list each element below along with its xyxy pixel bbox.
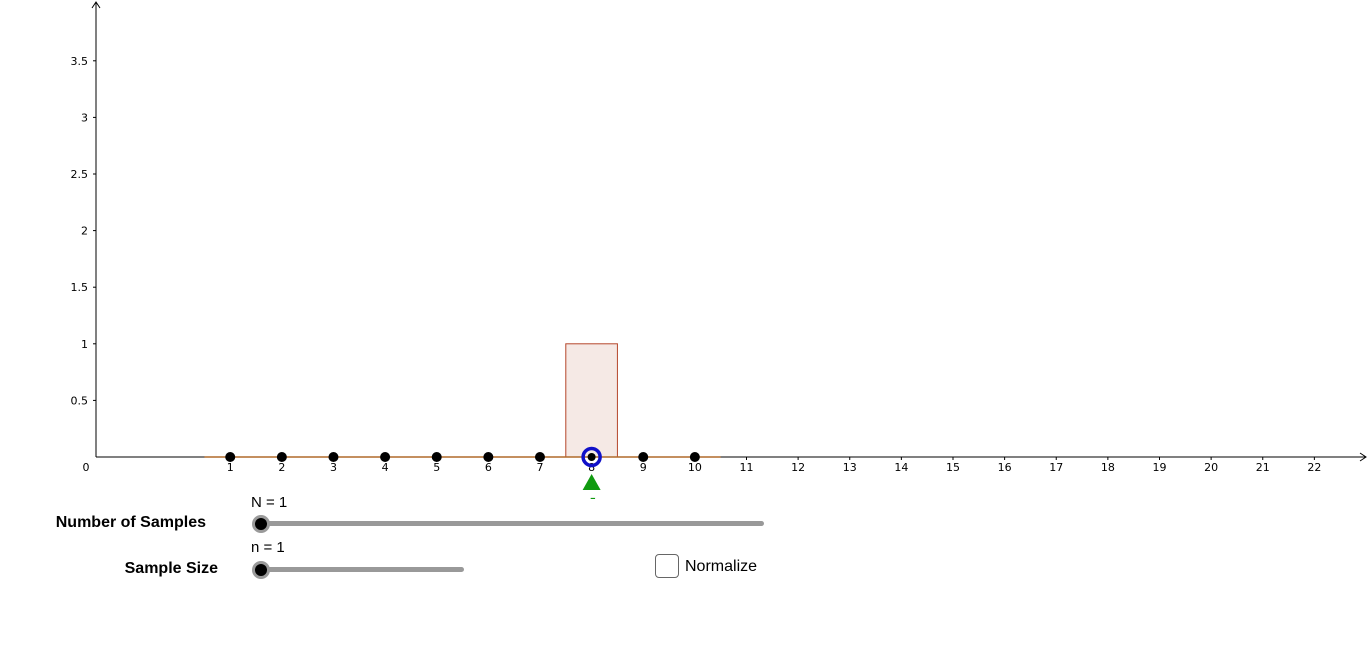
y-tick-label: 1 [81, 338, 88, 351]
x-tick-label: 18 [1101, 461, 1115, 474]
mean-marker[interactable]: x̄ [582, 474, 601, 500]
x-tick-label: 15 [946, 461, 960, 474]
y-axis-arrow [91, 1, 101, 9]
current-sample-point [587, 453, 596, 461]
x-tick-label: 16 [998, 461, 1012, 474]
sample-point [689, 452, 700, 462]
sample-point [380, 452, 391, 462]
x-tick-label: 19 [1152, 461, 1166, 474]
x-tick-label: 10 [688, 461, 702, 474]
x-tick-label: 5 [433, 461, 440, 474]
x-tick-label: 21 [1256, 461, 1270, 474]
sample-size-label: Sample Size [124, 560, 218, 577]
x-tick-label: 7 [536, 461, 543, 474]
x-tick-label: 14 [894, 461, 908, 474]
x-tick-label: 13 [843, 461, 857, 474]
normalize-checkbox[interactable] [655, 554, 679, 578]
sample-point [534, 452, 545, 462]
x-tick-label: 12 [791, 461, 805, 474]
histogram-bars [565, 343, 618, 458]
x-axis-arrow [1359, 452, 1367, 462]
x-tick-label: 4 [382, 461, 389, 474]
sample-point [276, 452, 287, 462]
x-axis: 0 1 2 3 4 5 6 7 8 9 10 11 12 13 14 15 16 17 18 19 20 21 22 [83, 452, 1367, 474]
y-tick-label: 3 [81, 111, 88, 124]
sample-size-slider[interactable] [261, 567, 464, 572]
number-of-samples-value: N = 1 [251, 494, 288, 511]
y-tick-label: 0.5 [71, 394, 89, 407]
number-of-samples-label: Number of Samples [55, 514, 206, 531]
origin-label: 0 [83, 461, 90, 474]
histogram-plot[interactable]: 0.511.522.533.5 0 1 2 3 4 5 6 7 8 9 10 11 12 13 14 15 16… [0, 0, 1368, 500]
x-tick-label: 9 [640, 461, 647, 474]
sample-point [431, 452, 442, 462]
number-of-samples-slider-thumb[interactable] [255, 518, 267, 530]
x-tick-label: 20 [1204, 461, 1218, 474]
sample-size-slider-thumb[interactable] [255, 564, 267, 576]
sample-point [225, 452, 236, 462]
x-tick-label: 1 [227, 461, 234, 474]
sample-point [638, 452, 649, 462]
y-tick-label: 2 [81, 225, 88, 238]
sample-point [483, 452, 494, 462]
normalize-label: Normalize [685, 558, 758, 575]
x-tick-label: 11 [739, 461, 753, 474]
histogram-bar [565, 343, 618, 458]
sample-point [328, 452, 339, 462]
x-tick-label: 8 [588, 461, 595, 474]
mean-label: x̄ [587, 495, 596, 500]
sample-size-value: n = 1 [251, 539, 285, 556]
x-tick-label: 2 [278, 461, 285, 474]
number-of-samples-slider[interactable] [261, 521, 764, 526]
y-axis: 0.5 1 1.5 2 2.5 3 3.5 [71, 1, 101, 457]
sample-points [225, 446, 700, 468]
current-sample-ring [581, 446, 602, 468]
mean-triangle [582, 474, 601, 490]
y-tick-label: 2.5 [71, 168, 89, 181]
x-tick-label: 6 [485, 461, 492, 474]
y-tick-label: 3.5 [71, 55, 89, 68]
x-tick-label: 3 [330, 461, 337, 474]
x-tick-label: 22 [1307, 461, 1321, 474]
y-tick-label: 1.5 [71, 281, 89, 294]
x-tick-label: 17 [1049, 461, 1063, 474]
